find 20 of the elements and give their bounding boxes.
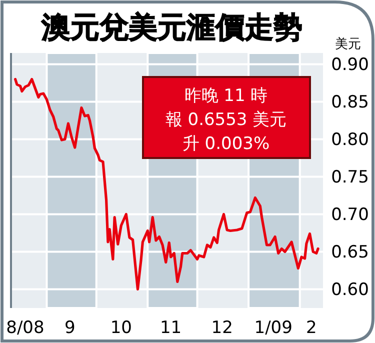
annotation: 升 0.003%: [182, 134, 270, 154]
y-tick-label: 0.65: [331, 242, 369, 263]
annotation: 報 0.6553 美元: [165, 110, 287, 130]
y-tick-label: 0.60: [331, 280, 369, 300]
y-tick-label: 0.70: [331, 205, 369, 226]
x-tick-label: 12: [211, 318, 233, 338]
annotation: 昨晚 11 時: [184, 86, 268, 106]
x-tick-label: 11: [160, 318, 182, 338]
y-tick-label: 0.75: [331, 168, 369, 188]
x-tick-label: 10: [110, 318, 132, 338]
line-series: [14, 78, 320, 291]
chart-title: 澳元兌美元滙價走勢: [40, 10, 302, 44]
y-axis-title: 美元: [335, 36, 361, 52]
x-tick-label: 8/08: [6, 318, 44, 338]
y-tick-label: 0.80: [331, 130, 369, 150]
x-tick-label: 9: [64, 318, 76, 338]
y-tick-label: 0.90: [331, 55, 369, 76]
x-tick-label: 1/09: [254, 318, 292, 338]
y-tick-label: 0.85: [331, 92, 369, 113]
x-tick-label: 2: [306, 318, 317, 338]
